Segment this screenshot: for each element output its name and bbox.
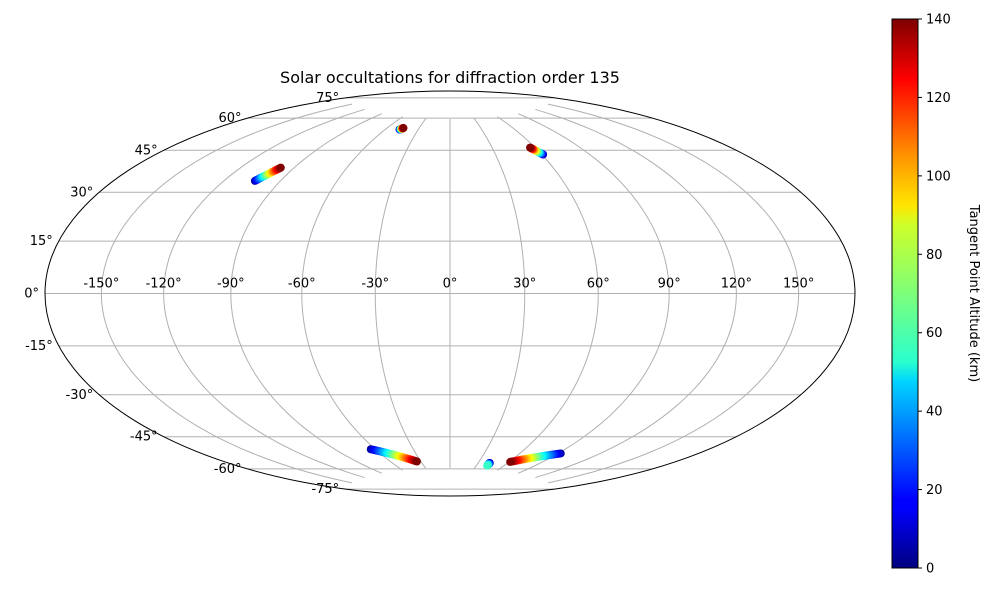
latitude-tick-label: 45° xyxy=(135,143,158,158)
occultation-point xyxy=(483,461,492,470)
longitude-tick-label: 90° xyxy=(658,277,681,292)
colorbar-tick-label: 40 xyxy=(926,405,943,420)
colorbar-tick-label: 60 xyxy=(926,326,943,341)
longitude-tick-label: -30° xyxy=(361,277,389,292)
longitude-tick-labels: -150° -120° -90° -60° -30° 0° 30° 60° 90° 120° 150… xyxy=(83,277,814,292)
occultation-track xyxy=(483,458,494,470)
latitude-tick-label: -75° xyxy=(311,482,339,497)
map-boundary xyxy=(44,90,856,497)
colorbar-tick-label: 20 xyxy=(926,483,943,498)
longitude-tick-label: 60° xyxy=(587,277,610,292)
latitude-tick-label: -30° xyxy=(66,388,94,403)
occultation-point xyxy=(399,124,408,133)
longitude-tick-label: -120° xyxy=(146,277,182,292)
longitude-tick-label: 120° xyxy=(721,277,752,292)
latitude-tick-label: 15° xyxy=(30,234,53,249)
longitude-tick-label: 0° xyxy=(443,277,458,292)
colorbar: 0 20 40 60 80 100 120 140 Tangent Point Altitud… xyxy=(891,13,981,577)
colorbar-label: Tangent Point Altitude (km) xyxy=(966,204,981,382)
occultation-tracks xyxy=(250,124,565,470)
occultation-track xyxy=(506,449,565,466)
occultation-track xyxy=(366,445,421,466)
latitude-tick-labels: 75° 60° 45° 30° 15° 0° -15° -30° -45° -60° -75° xyxy=(24,91,339,497)
occultation-track xyxy=(250,163,285,185)
colorbar-tick-label: 0 xyxy=(926,562,934,577)
longitude-tick-label: 30° xyxy=(513,277,536,292)
occultation-point xyxy=(506,457,515,466)
latitude-tick-label: -45° xyxy=(130,430,158,445)
occultation-track xyxy=(395,124,408,134)
occultation-track xyxy=(526,143,548,159)
latitude-tick-label: -60° xyxy=(214,462,242,477)
colorbar-gradient xyxy=(891,18,919,569)
latitude-tick-label: 75° xyxy=(316,91,339,106)
occultation-point xyxy=(412,457,421,466)
longitude-tick-label: 150° xyxy=(783,277,814,292)
occultation-point xyxy=(526,143,535,152)
longitude-tick-label: -90° xyxy=(217,277,245,292)
longitude-tick-label: -60° xyxy=(288,277,316,292)
colorbar-ticks: 0 20 40 60 80 100 120 140 xyxy=(918,13,951,577)
latitude-tick-label: -15° xyxy=(25,339,53,354)
colorbar-tick-label: 120 xyxy=(926,91,951,106)
latitude-tick-label: 60° xyxy=(218,111,241,126)
latitude-tick-label: 30° xyxy=(70,185,93,200)
colorbar-tick-label: 140 xyxy=(926,13,951,28)
occultation-point xyxy=(276,163,285,172)
colorbar-tick-label: 80 xyxy=(926,248,943,263)
map-gridlines xyxy=(45,97,855,490)
latitude-tick-label: 0° xyxy=(24,287,39,302)
colorbar-tick-label: 100 xyxy=(926,169,951,184)
chart-title: Solar occultations for diffraction order… xyxy=(280,68,620,87)
longitude-tick-label: -150° xyxy=(83,277,119,292)
